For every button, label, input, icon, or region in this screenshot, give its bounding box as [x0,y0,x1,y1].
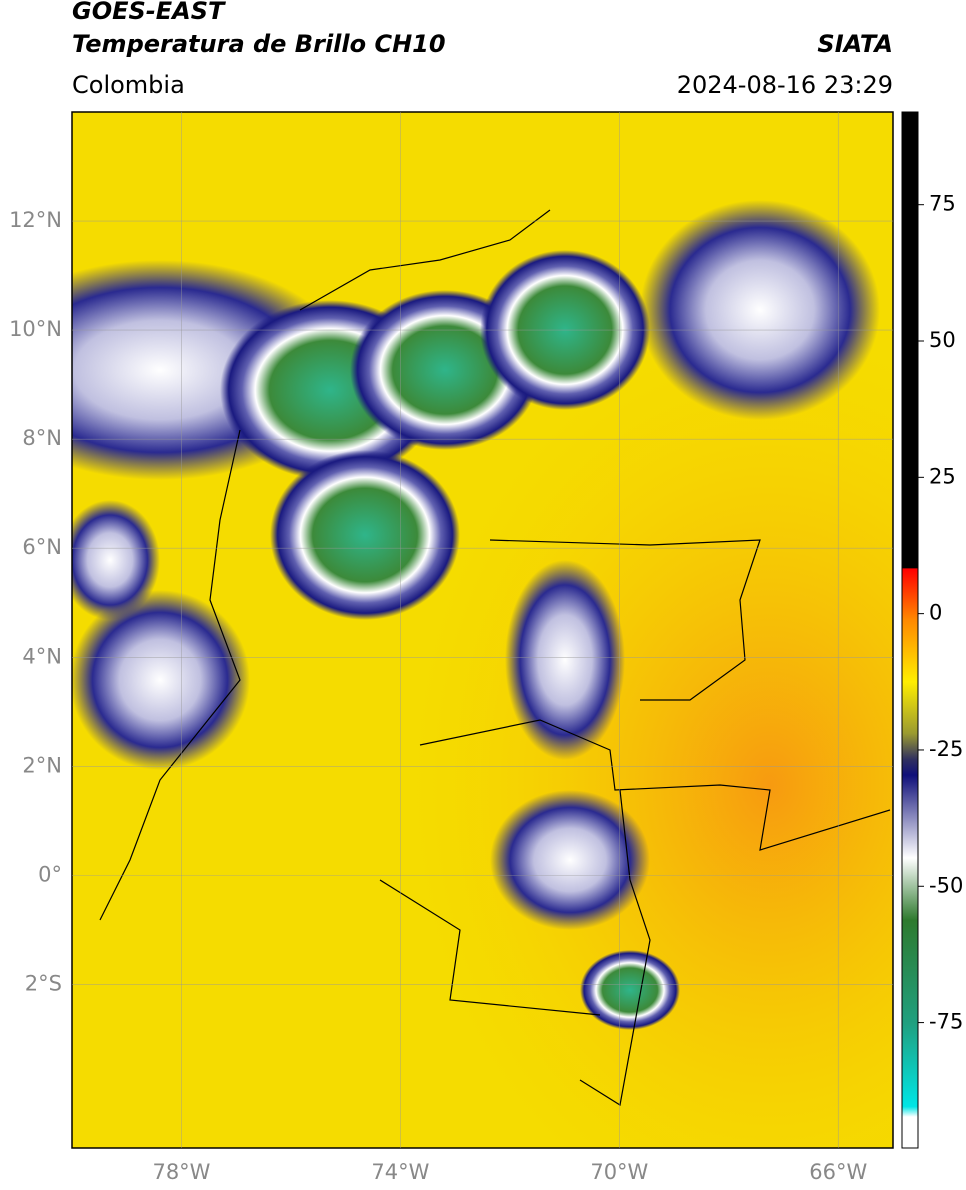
lat-tick-label: 10°N [9,317,62,341]
lat-tick-label: 8°N [22,426,62,450]
title: GOES-EAST [72,0,226,25]
source: SIATA [817,30,893,58]
lat-tick-label: 2°N [22,753,62,777]
map-frame [71,111,894,1149]
lat-tick-label: 6°N [22,535,62,559]
colorbar [901,111,919,1149]
lon-tick-label: 78°W [152,1160,210,1184]
lat-tick-label: 0° [38,862,62,886]
region: Colombia [72,71,185,99]
colorbar-tick-label: 0 [929,601,942,625]
lon-tick-label: 66°W [809,1160,867,1184]
lat-tick-label: 4°N [22,644,62,668]
map-imagery [72,112,893,1148]
timestamp: 2024-08-16 23:29 [677,71,893,99]
colorbar-tick-label: 50 [929,328,956,352]
colorbar-tick-label: -25 [929,737,963,761]
colorbar-tick-label: 75 [929,192,956,216]
lon-tick-label: 74°W [371,1160,429,1184]
lat-tick-label: 12°N [9,208,62,232]
lon-tick-label: 70°W [590,1160,648,1184]
lat-tick-label: 2°S [25,971,62,995]
subtitle: Temperatura de Brillo CH10 [72,30,446,58]
colorbar-tick-label: -75 [929,1010,963,1034]
colorbar-tick-label: 25 [929,464,956,488]
colorbar-tick-label: -50 [929,873,963,897]
